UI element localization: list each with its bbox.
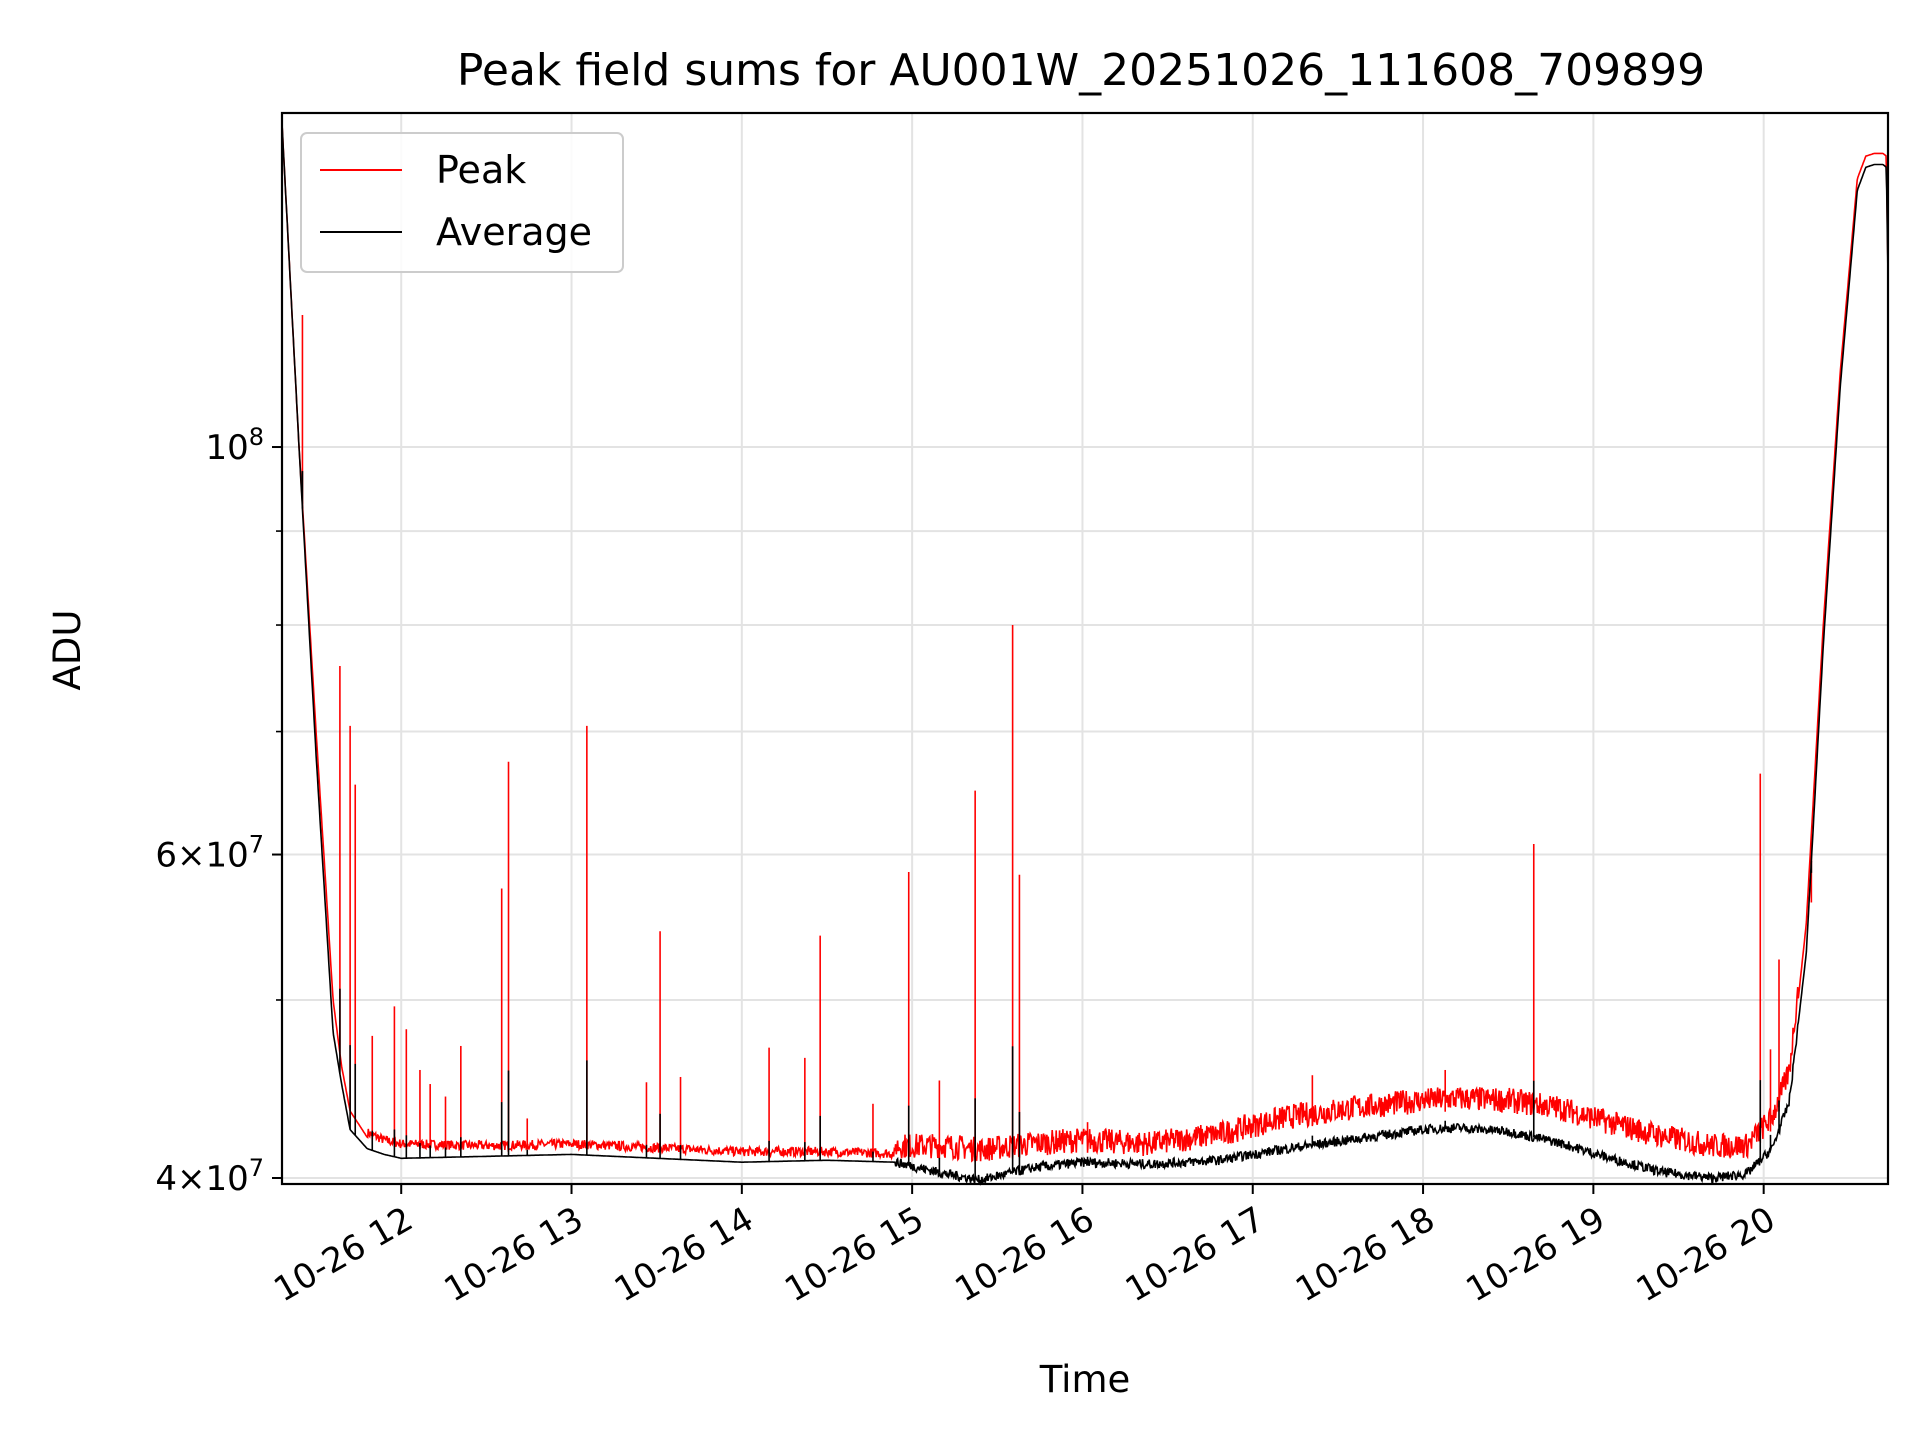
y-tick-label: 6×107	[155, 831, 264, 876]
legend: Peak Average	[300, 132, 624, 273]
y-tick-label: 4×107	[155, 1154, 264, 1199]
y-tick-label: 108	[205, 423, 264, 468]
plot-background	[282, 113, 1888, 1184]
average-series-line	[281, 123, 1889, 1186]
series-layer	[281, 123, 1889, 1186]
plot-area: 10-26 12 10-26 13 10-26 14 10-26 15 10-26 16…	[155, 111, 1890, 1310]
gridlines	[282, 113, 1888, 1184]
legend-average-label: Average	[436, 210, 592, 254]
legend-box	[300, 132, 624, 273]
x-axis-label: Time	[1039, 1358, 1131, 1401]
legend-peak-label: Peak	[436, 148, 526, 192]
peak-series-line	[281, 123, 1889, 1163]
plot-frame	[280, 111, 1890, 1186]
chart-title: Peak field sums for AU001W_20251026_1116…	[457, 45, 1705, 96]
y-axis-label: ADU	[46, 610, 89, 691]
